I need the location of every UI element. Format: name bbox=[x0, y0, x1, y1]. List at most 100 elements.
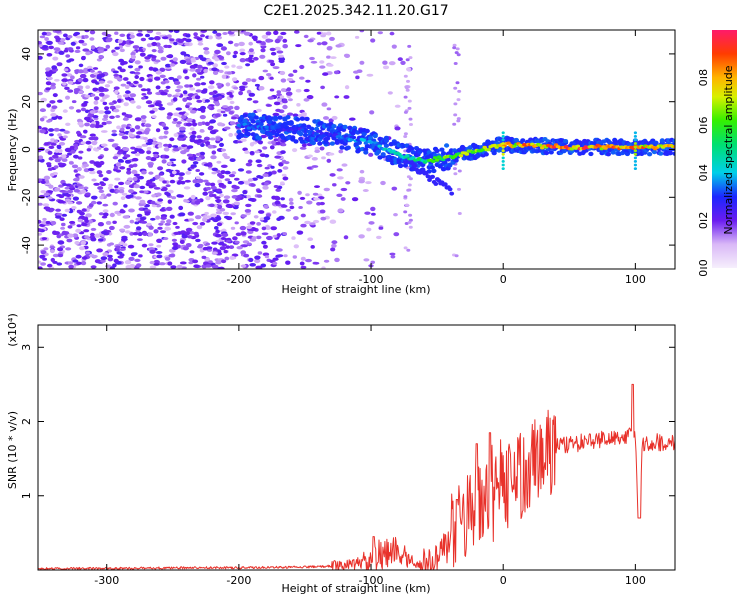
heatmap-cell bbox=[48, 133, 54, 137]
x-tick-label: -200 bbox=[226, 273, 251, 286]
heatmap-cell bbox=[184, 231, 191, 236]
heatmap-cell bbox=[169, 137, 175, 142]
heatmap-ridge-cell bbox=[264, 125, 269, 129]
heatmap-cell bbox=[78, 39, 85, 44]
heatmap-cell bbox=[169, 214, 175, 219]
heatmap-cell bbox=[191, 130, 197, 135]
heatmap-cell bbox=[222, 32, 228, 35]
heatmap-cell bbox=[256, 194, 263, 198]
heatmap-cell bbox=[192, 161, 199, 165]
heatmap-cell bbox=[79, 246, 85, 251]
heatmap-cell bbox=[245, 162, 253, 167]
heatmap-cell bbox=[272, 112, 280, 117]
heatmap-cell bbox=[41, 250, 47, 254]
heatmap-cell bbox=[62, 183, 67, 186]
heatmap-cell bbox=[90, 237, 97, 242]
heatmap-cell bbox=[319, 201, 325, 206]
heatmap-cell bbox=[140, 115, 147, 120]
heatmap-cell bbox=[51, 116, 58, 120]
heatmap-cell bbox=[321, 266, 326, 269]
heatmap-cell bbox=[173, 112, 180, 117]
heatmap-cell bbox=[46, 40, 53, 46]
heatmap-cell bbox=[146, 91, 153, 95]
heatmap-ridge-cell bbox=[597, 144, 602, 148]
colorbar-tick-label: 0.6 bbox=[697, 116, 710, 134]
heatmap-cell bbox=[38, 178, 43, 182]
heatmap-cell bbox=[165, 168, 172, 173]
heatmap-cell bbox=[141, 170, 147, 175]
heatmap-cell bbox=[127, 244, 135, 249]
heatmap-cell bbox=[58, 50, 65, 55]
heatmap-cell bbox=[157, 166, 164, 171]
heatmap-cell bbox=[194, 182, 201, 188]
heatmap-cell bbox=[403, 210, 408, 214]
heatmap-cell bbox=[181, 234, 188, 239]
heatmap-ridge-cell bbox=[431, 168, 437, 174]
heatmap-ridge-cell bbox=[548, 150, 554, 155]
heatmap-cell bbox=[164, 155, 170, 159]
heatmap-ridge-cell bbox=[409, 146, 415, 151]
heatmap-cell bbox=[406, 248, 411, 252]
heatmap-ridge-cell bbox=[250, 119, 256, 124]
heatmap-cell bbox=[331, 243, 337, 248]
heatmap-cell bbox=[61, 230, 67, 236]
heatmap-cell bbox=[169, 173, 175, 178]
heatmap-cell bbox=[327, 63, 334, 67]
heatmap-cell bbox=[282, 100, 288, 104]
heatmap-cell bbox=[256, 189, 263, 193]
heatmap-cell bbox=[457, 212, 462, 215]
heatmap-cell bbox=[87, 167, 95, 172]
heatmap-cell bbox=[64, 147, 72, 153]
heatmap-cell bbox=[79, 73, 87, 79]
heatmap-cell bbox=[200, 57, 207, 62]
heatmap-cell bbox=[382, 60, 388, 65]
heatmap-cell bbox=[47, 263, 53, 268]
heatmap-cell bbox=[38, 260, 42, 264]
heatmap-cell bbox=[144, 130, 150, 135]
heatmap-cell bbox=[211, 67, 218, 72]
heatmap-cell bbox=[61, 222, 66, 227]
heatmap-cell bbox=[151, 204, 157, 208]
heatmap-cell bbox=[262, 173, 269, 177]
heatmap-ridge-cell bbox=[277, 115, 283, 120]
heatmap-cell bbox=[102, 252, 109, 257]
heatmap-cell bbox=[200, 143, 205, 147]
heatmap-cell bbox=[237, 180, 245, 185]
heatmap-cell bbox=[71, 164, 79, 169]
heatmap-cell bbox=[239, 48, 246, 53]
heatmap-cell bbox=[129, 128, 136, 133]
heatmap-cell bbox=[319, 146, 325, 151]
heatmap-cell bbox=[112, 263, 117, 268]
heatmap-cell bbox=[224, 256, 230, 261]
heatmap-ridge-cell bbox=[501, 131, 505, 135]
heatmap-cell bbox=[45, 87, 51, 91]
heatmap-cell bbox=[181, 144, 187, 148]
heatmap-cell bbox=[253, 215, 259, 219]
heatmap-cell bbox=[195, 89, 202, 93]
heatmap-cell bbox=[248, 92, 256, 97]
heatmap-cell bbox=[218, 69, 224, 73]
heatmap-cell bbox=[203, 50, 210, 55]
heatmap-cell bbox=[196, 37, 203, 41]
heatmap-ridge-cell bbox=[453, 157, 459, 163]
heatmap-cell bbox=[144, 212, 150, 216]
heatmap-cell bbox=[207, 105, 212, 109]
heatmap-cell bbox=[220, 170, 226, 175]
heatmap-cell bbox=[232, 54, 237, 59]
heatmap-cell bbox=[340, 187, 348, 192]
heatmap-cell bbox=[388, 61, 396, 66]
heatmap-cell bbox=[190, 57, 196, 62]
heatmap-cell bbox=[49, 173, 55, 177]
heatmap-cell bbox=[216, 32, 222, 37]
heatmap-cell bbox=[53, 47, 61, 51]
heatmap-cell bbox=[276, 50, 284, 54]
heatmap-cell bbox=[120, 61, 125, 66]
heatmap-cell bbox=[98, 80, 105, 84]
heatmap-cell bbox=[203, 47, 210, 51]
heatmap-cell bbox=[298, 206, 303, 209]
heatmap-cell bbox=[40, 190, 47, 194]
heatmap-cell bbox=[245, 170, 252, 174]
heatmap-cell bbox=[256, 175, 262, 179]
heatmap-cell bbox=[71, 206, 77, 210]
heatmap-cell bbox=[270, 165, 275, 169]
